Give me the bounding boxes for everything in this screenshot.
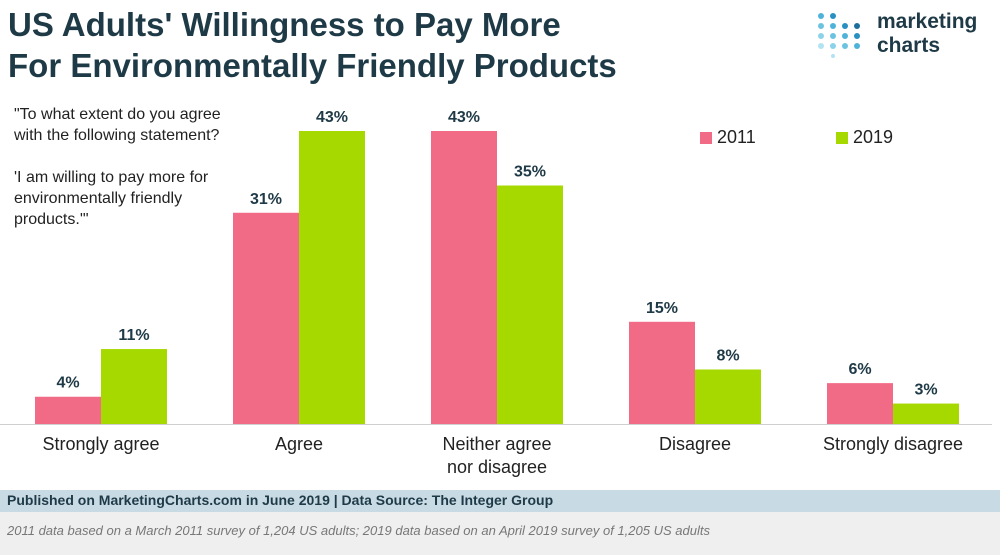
survey-question-statement: 'I am willing to pay more for environmen… xyxy=(14,169,209,228)
category-label-2: Agree xyxy=(275,434,323,454)
legend-label-2019: 2019 xyxy=(853,127,893,147)
marketingcharts-logo: marketing charts xyxy=(815,10,995,60)
data-label-2011-5: 6% xyxy=(848,361,871,378)
logo-text-line2: charts xyxy=(877,34,941,57)
bar-2019-2 xyxy=(299,131,365,424)
bar-2011-5 xyxy=(827,383,893,424)
footer-published-text: Published on MarketingCharts.com in June… xyxy=(7,492,554,508)
data-label-2019-4: 8% xyxy=(716,347,739,364)
footer-note-bar: 2011 data based on a March 2011 survey o… xyxy=(0,512,1000,555)
data-label-2011-3: 43% xyxy=(448,109,480,126)
bar-2011-4 xyxy=(629,321,695,424)
survey-question: "To what extent do you agree with the fo… xyxy=(14,104,229,251)
bar-2019-5 xyxy=(893,403,959,424)
data-label-2019-5: 3% xyxy=(914,382,937,399)
data-label-2011-4: 15% xyxy=(646,300,678,317)
category-label-1: Strongly agree xyxy=(42,434,159,454)
logo-text-line1: marketing xyxy=(877,10,978,33)
survey-question-prompt: "To what extent do you agree with the fo… xyxy=(14,106,221,144)
legend-label-2011: 2011 xyxy=(717,127,756,147)
logo-text: marketing charts xyxy=(877,10,977,58)
data-label-2019-1: 11% xyxy=(118,327,149,344)
bar-2019-1 xyxy=(101,349,167,424)
bar-2011-3 xyxy=(431,131,497,424)
footer-source-bar: Published on MarketingCharts.com in June… xyxy=(0,490,1000,512)
chart-title: US Adults' Willingness to Pay More For E… xyxy=(8,4,768,86)
category-label-3: Neither agree nor disagree xyxy=(442,434,551,477)
category-label-4: Disagree xyxy=(659,434,731,454)
bar-chart: 4% 11% Strongly agree 31% 43% Agree 43% 35% Neit… xyxy=(0,109,992,477)
legend-swatch-2011 xyxy=(700,132,712,144)
category-label-5: Strongly disagree xyxy=(823,434,963,454)
data-label-2019-2: 43% xyxy=(316,109,348,126)
chart-title-line2: For Environmentally Friendly Products xyxy=(8,47,617,84)
legend-swatch-2019 xyxy=(836,132,848,144)
bar-2019-3 xyxy=(497,185,563,424)
data-label-2019-3: 35% xyxy=(514,164,546,181)
bar-2011-1 xyxy=(35,396,101,424)
bar-2019-4 xyxy=(695,369,761,424)
footer-methodology-note: 2011 data based on a March 2011 survey o… xyxy=(7,523,710,538)
data-label-2011-1: 4% xyxy=(56,375,79,392)
chart-title-line1: US Adults' Willingness to Pay More xyxy=(8,6,561,43)
data-label-2011-2: 31% xyxy=(250,191,282,208)
bar-2011-2 xyxy=(233,212,299,424)
logo-dots-icon xyxy=(818,13,860,58)
